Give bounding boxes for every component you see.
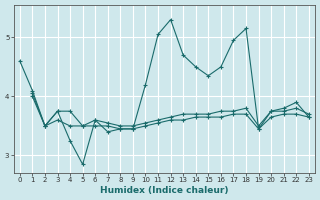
X-axis label: Humidex (Indice chaleur): Humidex (Indice chaleur) (100, 186, 228, 195)
